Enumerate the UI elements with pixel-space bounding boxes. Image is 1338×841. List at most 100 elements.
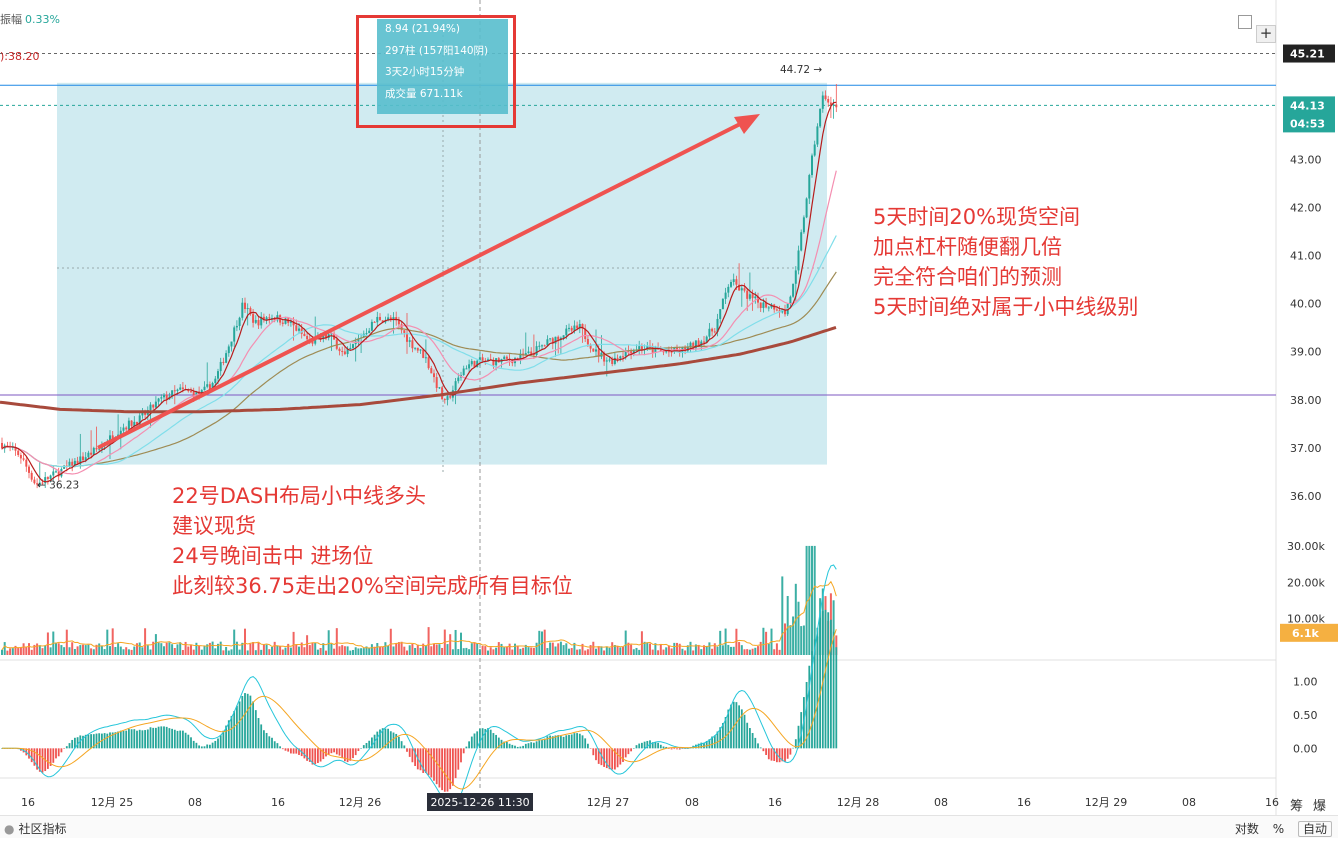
volume-bar	[311, 643, 314, 655]
volume-bar	[713, 643, 716, 655]
macd-histogram-bar	[622, 748, 624, 762]
volume-bar	[808, 545, 811, 655]
volume-bar	[657, 650, 660, 655]
volume-bar	[82, 644, 84, 655]
macd-histogram-bar	[298, 748, 300, 755]
macd-histogram-bar	[209, 744, 211, 749]
macd-histogram-bar	[219, 735, 222, 749]
candle-body	[449, 396, 452, 398]
volume-bar	[98, 643, 101, 655]
macd-histogram-bar	[433, 748, 435, 781]
volume-bar	[835, 635, 838, 655]
macd-histogram-bar	[465, 746, 468, 749]
candle-body	[71, 461, 74, 467]
macd-histogram-bar	[360, 748, 362, 749]
volume-bar	[813, 545, 816, 655]
volume-bar	[546, 648, 549, 655]
candle-body	[122, 427, 125, 431]
volume-bar	[549, 642, 552, 655]
volume-bar	[616, 646, 619, 655]
volume-bar	[6, 650, 9, 655]
candle-body	[692, 342, 695, 349]
volume-bar	[111, 628, 114, 655]
candle-body	[651, 346, 654, 353]
time-tick-label: 16	[21, 796, 35, 809]
volume-bar	[495, 647, 498, 655]
candle-body	[25, 459, 28, 467]
percent-scale-button[interactable]: %	[1272, 822, 1285, 836]
volume-bar	[708, 642, 711, 655]
time-tick-label: 12月 26	[339, 796, 382, 809]
community-indicators[interactable]: ● 社区指标	[4, 820, 67, 837]
macd-histogram-bar	[333, 748, 335, 753]
candle-body	[265, 317, 268, 320]
macd-histogram-bar	[379, 729, 381, 749]
burst-button[interactable]: 爆	[1312, 799, 1326, 814]
macd-histogram-bar	[449, 748, 452, 790]
volume-bar	[160, 643, 163, 655]
macd-histogram-bar	[573, 733, 576, 749]
volume-bar	[422, 643, 425, 655]
volume-bar	[427, 627, 430, 655]
price-tick-label: 41.00	[1290, 250, 1322, 263]
volume-bar	[176, 644, 179, 655]
volume-bar	[71, 642, 74, 655]
candle-body	[171, 390, 174, 397]
volume-bar	[738, 642, 741, 655]
volume-bar	[76, 646, 79, 655]
macd-histogram-bar	[371, 737, 373, 749]
tooltip-change: 8.94 (21.94%)	[385, 23, 460, 35]
volume-bar	[573, 642, 576, 655]
volume-bar	[578, 649, 581, 655]
macd-histogram-bar	[76, 737, 79, 749]
macd-histogram-bar	[314, 748, 317, 765]
volume-bar	[754, 647, 757, 655]
volume-bar	[559, 641, 562, 655]
volume-bar	[241, 642, 244, 655]
candle-body	[703, 341, 705, 343]
auto-scale-button[interactable]: 自动	[1297, 821, 1332, 837]
macd-histogram-bar	[533, 742, 535, 749]
volume-bar	[557, 643, 560, 655]
volume-bar	[384, 642, 387, 655]
tooltip-duration: 3天2小时15分钟	[385, 66, 465, 78]
volume-bar	[406, 650, 408, 655]
candle-body	[387, 317, 390, 321]
high-label: 44.72 →	[780, 64, 822, 76]
volume-bar	[257, 642, 260, 655]
candle-body	[654, 347, 657, 353]
oscillator-tick-label: 0.00	[1293, 742, 1318, 755]
macd-histogram-bar	[249, 695, 252, 749]
candle-body	[30, 472, 33, 480]
candle-body	[630, 351, 633, 354]
volume-bar	[481, 645, 484, 655]
candle-body	[68, 461, 71, 467]
candle-body	[543, 345, 546, 347]
volume-bar	[727, 644, 730, 655]
candle-body	[57, 471, 60, 477]
candle-body	[76, 460, 79, 465]
volume-bar	[435, 644, 438, 655]
log-scale-button[interactable]: 对数	[1234, 822, 1259, 836]
volume-bar	[476, 643, 479, 655]
plus-icon[interactable]: +	[1256, 25, 1276, 43]
candle-body	[87, 452, 90, 458]
candle-body	[435, 377, 438, 389]
macd-histogram-bar	[460, 748, 462, 763]
macd-histogram-bar	[68, 743, 71, 749]
volume-bar	[90, 648, 93, 655]
macd-histogram-bar	[165, 726, 168, 749]
volume-bar	[36, 643, 39, 655]
chip-button[interactable]: 筹	[1289, 799, 1303, 814]
volume-bar	[797, 601, 800, 655]
candle-body	[527, 351, 530, 354]
volume-bar	[565, 643, 568, 655]
volume-bar	[624, 630, 627, 655]
candle-body	[95, 447, 98, 450]
expand-icon[interactable]	[1238, 15, 1252, 29]
volume-bar	[570, 648, 573, 655]
macd-histogram-bar	[200, 746, 203, 749]
volume-bar	[516, 646, 519, 655]
